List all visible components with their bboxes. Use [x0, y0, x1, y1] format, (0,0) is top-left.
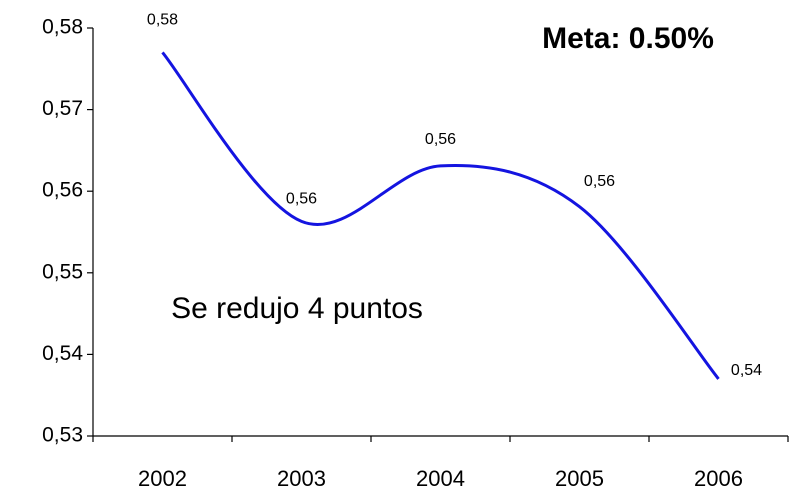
- x-tick-label: 2004: [416, 466, 465, 491]
- x-tick-label: 2006: [694, 466, 743, 491]
- y-tick-label: 0,53: [42, 424, 83, 447]
- x-tick-label: 2005: [555, 466, 604, 491]
- value-label: 0,58: [147, 12, 178, 29]
- y-tick-label: 0,54: [42, 342, 83, 365]
- y-tick-label: 0,58: [42, 16, 83, 39]
- y-tick-label: 0,56: [42, 179, 83, 202]
- y-tick-label: 0,55: [42, 260, 83, 283]
- value-label: 0,54: [731, 362, 762, 379]
- value-label: 0,56: [584, 173, 615, 190]
- x-tick-label: 2003: [277, 466, 326, 491]
- value-label: 0,56: [286, 191, 317, 208]
- target-annotation: Meta: 0.50%: [542, 22, 714, 55]
- value-label: 0,56: [425, 131, 456, 148]
- x-tick-label: 2002: [138, 466, 187, 491]
- data-line: [161, 51, 720, 380]
- y-tick-label: 0,57: [42, 97, 83, 120]
- reduction-annotation: Se redujo 4 puntos: [171, 292, 423, 325]
